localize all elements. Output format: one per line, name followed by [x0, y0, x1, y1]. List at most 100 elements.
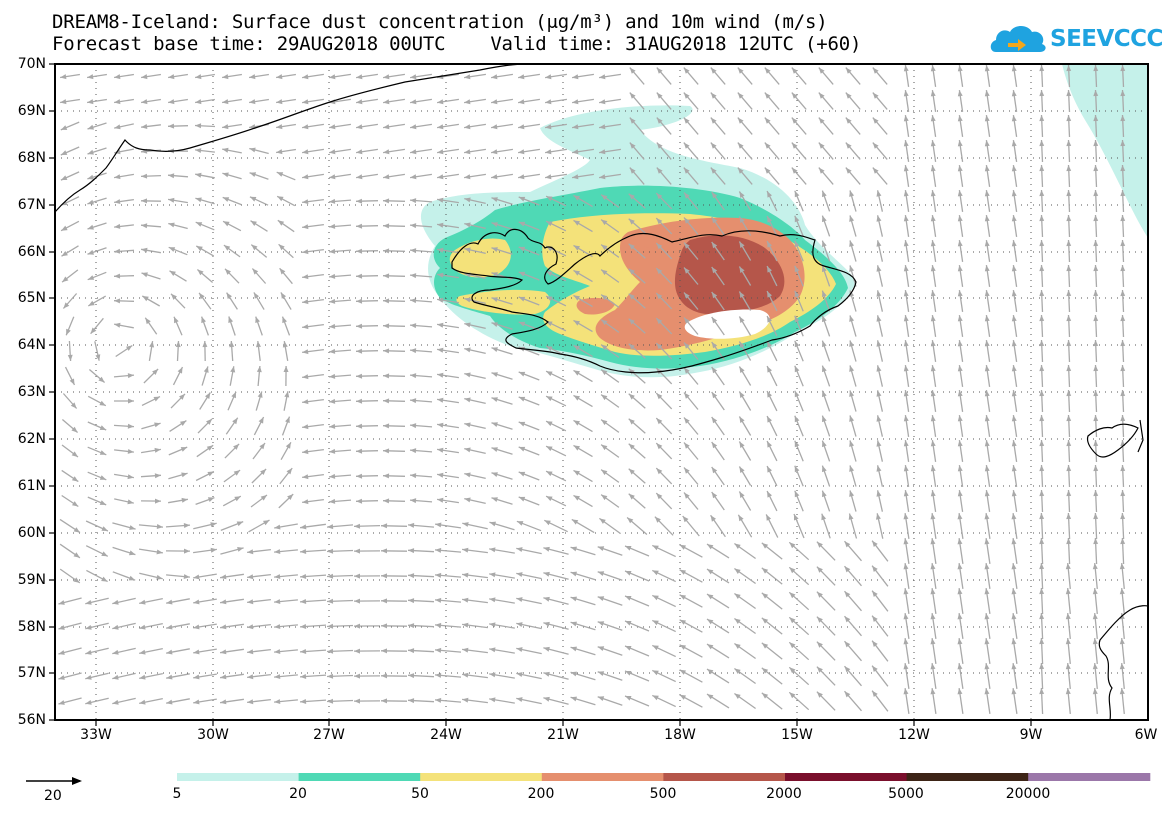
- wind-arrow: [140, 247, 162, 254]
- wind-arrow: [1066, 464, 1072, 488]
- wind-arrow: [516, 697, 542, 705]
- wind-arrow: [464, 222, 486, 230]
- wind-arrow: [223, 244, 241, 258]
- wind-arrow: [573, 419, 593, 433]
- wind-arrow: [274, 523, 298, 530]
- wind-arrow: [409, 348, 433, 354]
- wind-arrow: [1039, 214, 1045, 238]
- wind-arrow: [734, 567, 756, 585]
- wind-arrow: [410, 123, 432, 130]
- wind-arrow: [222, 98, 242, 105]
- wind-arrow: [656, 167, 672, 185]
- wind-arrow: [87, 395, 107, 407]
- wind-arrow: [85, 672, 109, 680]
- wind-arrow: [464, 123, 486, 130]
- wind-arrow: [165, 548, 191, 554]
- colorbar-segment: [663, 773, 786, 781]
- wind-arrow: [1039, 239, 1045, 263]
- wind-arrow: [544, 519, 568, 533]
- wind-arrow: [573, 194, 593, 208]
- wind-arrow: [818, 167, 834, 185]
- wind-arrow: [220, 698, 244, 705]
- wind-arrow: [1120, 239, 1126, 263]
- wind-arrow: [984, 240, 991, 262]
- wind-arrow: [738, 391, 752, 411]
- wind-arrow: [734, 542, 756, 560]
- wind-arrow: [903, 340, 910, 362]
- wind-arrow: [518, 371, 540, 381]
- wind-arrow: [821, 465, 831, 487]
- wind-arrow: [984, 688, 991, 714]
- wind-arrow: [930, 688, 937, 714]
- wind-arrow: [276, 195, 296, 207]
- wind-arrow: [600, 244, 620, 258]
- wind-arrow: [903, 90, 910, 112]
- wind-arrow: [711, 466, 725, 486]
- wind-arrow: [683, 342, 699, 360]
- wind-arrow: [1039, 339, 1045, 363]
- wind-arrow: [794, 340, 804, 362]
- wind-arrow: [957, 538, 964, 564]
- wind-arrow: [711, 391, 725, 411]
- wind-arrow: [573, 319, 593, 333]
- wind-arrow: [794, 365, 804, 387]
- wind-arrow: [85, 520, 109, 532]
- wind-arrow: [329, 73, 351, 80]
- wind-arrow: [87, 122, 107, 130]
- wind-arrow: [570, 571, 596, 581]
- wind-arrow: [1093, 489, 1099, 513]
- wind-arrow: [845, 167, 861, 185]
- wind-arrow: [518, 296, 540, 306]
- wind-arrow: [300, 523, 326, 530]
- wind-arrow: [1039, 489, 1045, 513]
- wind-arrow: [61, 469, 79, 483]
- wind-arrow: [87, 98, 107, 105]
- wind-arrow: [930, 490, 937, 512]
- wind-arrow: [90, 317, 104, 335]
- wind-arrow: [1120, 214, 1126, 238]
- wind-arrow: [655, 292, 673, 310]
- wind-arrow: [168, 98, 188, 105]
- wind-arrow: [247, 673, 271, 680]
- wind-arrow: [140, 223, 162, 229]
- wind-arrow: [1093, 464, 1099, 488]
- wind-arrow: [195, 172, 215, 179]
- wind-arrow: [114, 198, 134, 204]
- wind-arrow: [788, 591, 810, 611]
- wind-arrow: [274, 674, 298, 679]
- dust-level-50-sw: [456, 289, 551, 315]
- wind-arrow: [903, 115, 910, 137]
- wind-arrow: [299, 574, 327, 579]
- wind-arrow: [573, 394, 593, 408]
- wind-arrow: [543, 646, 569, 655]
- wind-arrow: [464, 148, 486, 155]
- wind-arrow: [356, 123, 378, 130]
- wind-arrow: [711, 291, 725, 311]
- wind-arrow: [222, 147, 242, 154]
- wind-arrow: [302, 448, 324, 455]
- wind-arrow: [794, 190, 804, 212]
- wind-arrow: [545, 148, 567, 155]
- wind-arrow: [597, 646, 623, 656]
- wind-arrow: [766, 190, 778, 212]
- wind-arrow: [437, 123, 459, 130]
- wind-arrow: [139, 697, 163, 705]
- wind-arrow: [628, 468, 646, 484]
- wind-arrow: [930, 563, 937, 589]
- wind-arrow: [683, 142, 699, 160]
- wind-arrow: [200, 316, 210, 336]
- wind-arrow: [516, 647, 542, 655]
- wind-arrow: [1093, 264, 1099, 288]
- wind-arrow: [1120, 512, 1126, 540]
- wind-arrow: [903, 415, 910, 437]
- wind-arrow: [139, 597, 163, 605]
- wind-arrow: [1011, 215, 1018, 237]
- wind-arrow: [491, 247, 513, 255]
- wind-arrow: [302, 148, 324, 155]
- wind-arrow: [355, 398, 379, 404]
- wind-arrow: [597, 571, 623, 581]
- wind-arrow: [984, 290, 991, 312]
- wind-arrow: [930, 190, 937, 212]
- wind-arrow: [60, 196, 80, 206]
- wind-arrow: [491, 197, 513, 205]
